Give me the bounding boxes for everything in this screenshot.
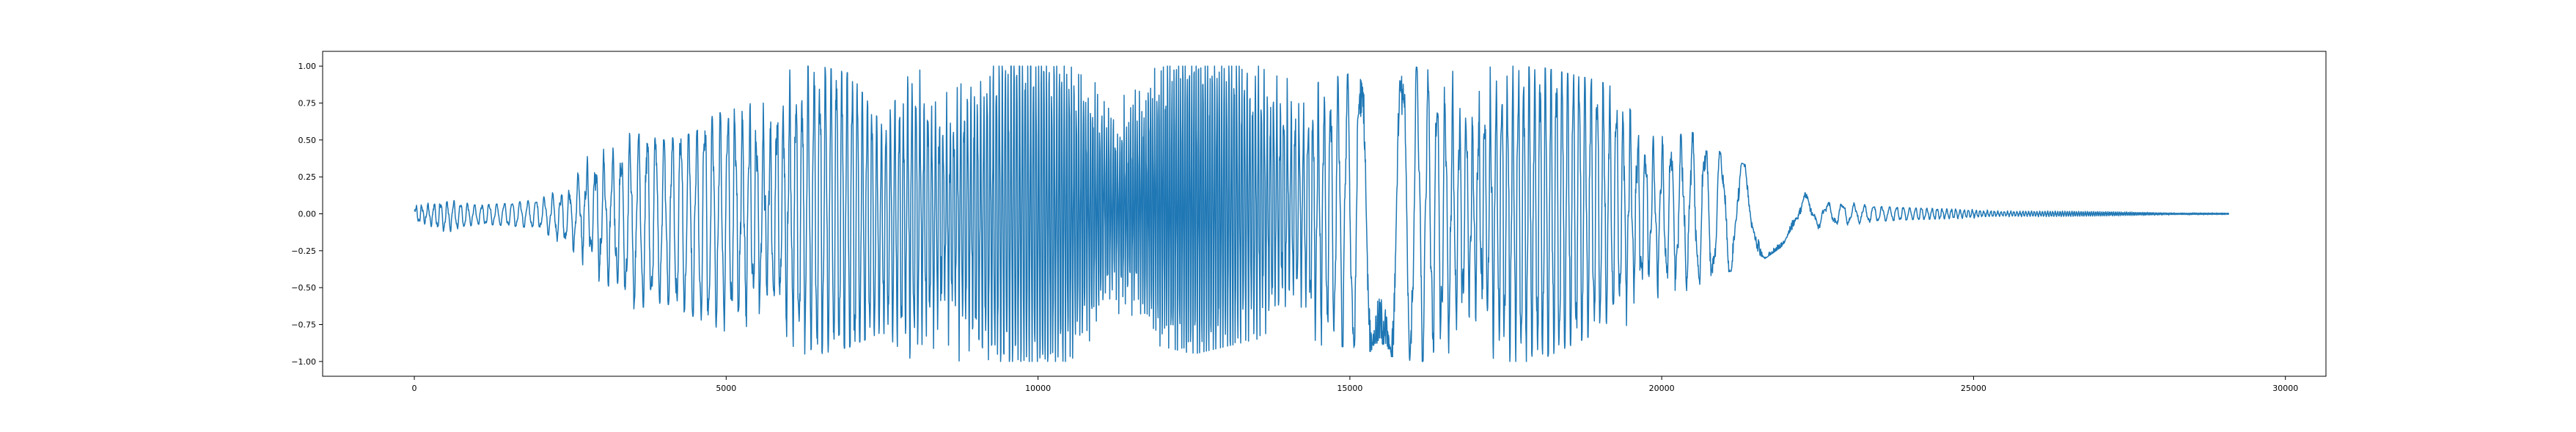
y-tick-label: −0.75 <box>291 321 316 330</box>
x-tick-label: 25000 <box>1961 384 1986 393</box>
y-tick-label: 0.00 <box>298 210 317 219</box>
axes-layer: 0 5000 10000 15000 20000 25000 30000 1.00 0.75 0.… <box>291 51 2327 393</box>
y-tick-label: −1.00 <box>291 357 316 367</box>
y-tick-label: −0.50 <box>291 283 316 293</box>
x-tick-label: 20000 <box>1649 384 1675 393</box>
y-tick-label: −0.25 <box>291 246 316 256</box>
x-tick-label: 15000 <box>1337 384 1362 393</box>
x-tick-label: 5000 <box>716 384 736 393</box>
x-tick-label: 0 <box>412 384 417 393</box>
y-tick-label: 0.50 <box>298 136 317 145</box>
plot-layer <box>414 65 2230 362</box>
x-tick-label: 10000 <box>1025 384 1051 393</box>
waveform-series-line <box>414 65 2230 362</box>
y-tick-label: 0.25 <box>298 172 317 182</box>
y-tick-label: 0.75 <box>298 98 317 108</box>
y-tick-label: 1.00 <box>298 62 317 71</box>
x-tick-label: 30000 <box>2272 384 2298 393</box>
